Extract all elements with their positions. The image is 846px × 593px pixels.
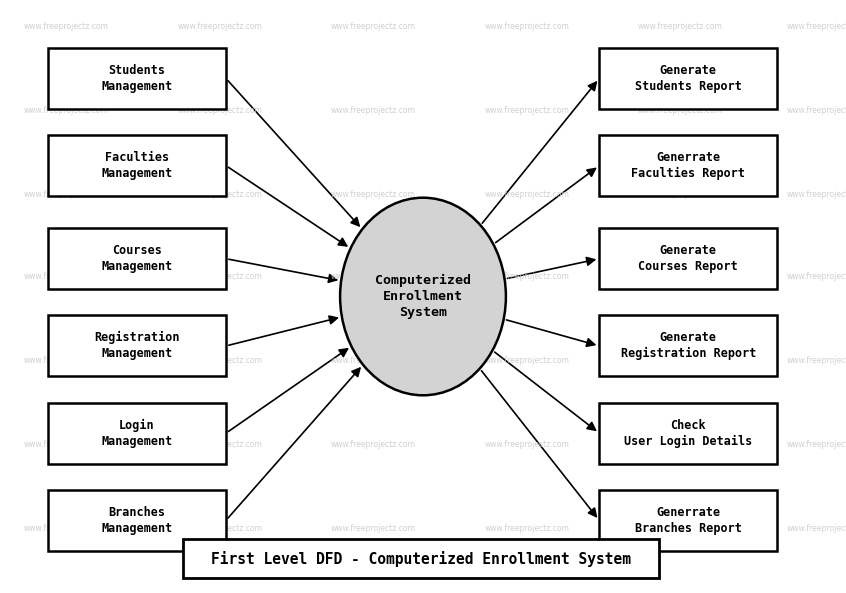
Text: www.freeprojectz.com: www.freeprojectz.com — [24, 524, 109, 534]
Text: www.freeprojectz.com: www.freeprojectz.com — [638, 524, 722, 534]
FancyBboxPatch shape — [48, 228, 226, 289]
Text: www.freeprojectz.com: www.freeprojectz.com — [638, 440, 722, 449]
Text: www.freeprojectz.com: www.freeprojectz.com — [787, 440, 846, 449]
Text: www.freeprojectz.com: www.freeprojectz.com — [178, 106, 262, 115]
FancyBboxPatch shape — [48, 48, 226, 109]
Text: www.freeprojectz.com: www.freeprojectz.com — [178, 22, 262, 31]
FancyBboxPatch shape — [599, 48, 777, 109]
Text: www.freeprojectz.com: www.freeprojectz.com — [638, 272, 722, 280]
Text: www.freeprojectz.com: www.freeprojectz.com — [787, 106, 846, 115]
Text: Generrate
Branches Report: Generrate Branches Report — [634, 506, 742, 535]
FancyBboxPatch shape — [48, 315, 226, 377]
Text: Computerized
Enrollment
System: Computerized Enrollment System — [375, 274, 471, 319]
Text: www.freeprojectz.com: www.freeprojectz.com — [484, 440, 569, 449]
Text: www.freeprojectz.com: www.freeprojectz.com — [178, 440, 262, 449]
Text: www.freeprojectz.com: www.freeprojectz.com — [484, 524, 569, 534]
Text: Generrate
Faculties Report: Generrate Faculties Report — [631, 151, 745, 180]
Ellipse shape — [340, 197, 506, 396]
FancyBboxPatch shape — [599, 228, 777, 289]
Text: www.freeprojectz.com: www.freeprojectz.com — [787, 524, 846, 534]
Text: www.freeprojectz.com: www.freeprojectz.com — [331, 190, 415, 199]
FancyBboxPatch shape — [599, 490, 777, 551]
FancyBboxPatch shape — [48, 135, 226, 196]
Text: www.freeprojectz.com: www.freeprojectz.com — [787, 22, 846, 31]
Text: www.freeprojectz.com: www.freeprojectz.com — [638, 22, 722, 31]
Text: Generate
Courses Report: Generate Courses Report — [639, 244, 739, 273]
Text: Faculties
Management: Faculties Management — [102, 151, 173, 180]
Text: www.freeprojectz.com: www.freeprojectz.com — [24, 190, 109, 199]
Text: www.freeprojectz.com: www.freeprojectz.com — [178, 272, 262, 280]
Text: www.freeprojectz.com: www.freeprojectz.com — [787, 272, 846, 280]
Text: www.freeprojectz.com: www.freeprojectz.com — [24, 272, 109, 280]
Text: www.freeprojectz.com: www.freeprojectz.com — [331, 356, 415, 365]
Text: www.freeprojectz.com: www.freeprojectz.com — [638, 106, 722, 115]
Text: www.freeprojectz.com: www.freeprojectz.com — [178, 190, 262, 199]
FancyBboxPatch shape — [48, 490, 226, 551]
Text: Courses
Management: Courses Management — [102, 244, 173, 273]
Text: Students
Management: Students Management — [102, 64, 173, 93]
FancyBboxPatch shape — [599, 403, 777, 464]
Text: www.freeprojectz.com: www.freeprojectz.com — [24, 440, 109, 449]
Text: www.freeprojectz.com: www.freeprojectz.com — [178, 356, 262, 365]
Text: www.freeprojectz.com: www.freeprojectz.com — [484, 106, 569, 115]
Text: www.freeprojectz.com: www.freeprojectz.com — [787, 190, 846, 199]
Text: www.freeprojectz.com: www.freeprojectz.com — [331, 106, 415, 115]
Text: www.freeprojectz.com: www.freeprojectz.com — [24, 22, 109, 31]
Text: www.freeprojectz.com: www.freeprojectz.com — [331, 272, 415, 280]
FancyBboxPatch shape — [48, 403, 226, 464]
Text: www.freeprojectz.com: www.freeprojectz.com — [787, 356, 846, 365]
Text: www.freeprojectz.com: www.freeprojectz.com — [638, 356, 722, 365]
Text: Branches
Management: Branches Management — [102, 506, 173, 535]
Text: www.freeprojectz.com: www.freeprojectz.com — [331, 524, 415, 534]
Text: www.freeprojectz.com: www.freeprojectz.com — [24, 356, 109, 365]
FancyBboxPatch shape — [183, 539, 659, 578]
Text: www.freeprojectz.com: www.freeprojectz.com — [484, 190, 569, 199]
FancyBboxPatch shape — [599, 135, 777, 196]
Text: www.freeprojectz.com: www.freeprojectz.com — [484, 356, 569, 365]
Text: First Level DFD - Computerized Enrollment System: First Level DFD - Computerized Enrollmen… — [211, 550, 631, 566]
Text: www.freeprojectz.com: www.freeprojectz.com — [178, 524, 262, 534]
Text: Generate
Registration Report: Generate Registration Report — [621, 331, 756, 361]
FancyBboxPatch shape — [599, 315, 777, 377]
Text: Registration
Management: Registration Management — [94, 331, 179, 361]
Text: Check
User Login Details: Check User Login Details — [624, 419, 752, 448]
Text: www.freeprojectz.com: www.freeprojectz.com — [331, 22, 415, 31]
Text: www.freeprojectz.com: www.freeprojectz.com — [24, 106, 109, 115]
Text: www.freeprojectz.com: www.freeprojectz.com — [484, 272, 569, 280]
Text: www.freeprojectz.com: www.freeprojectz.com — [484, 22, 569, 31]
Text: www.freeprojectz.com: www.freeprojectz.com — [638, 190, 722, 199]
Text: www.freeprojectz.com: www.freeprojectz.com — [331, 440, 415, 449]
Text: Generate
Students Report: Generate Students Report — [634, 64, 742, 93]
Text: Login
Management: Login Management — [102, 419, 173, 448]
